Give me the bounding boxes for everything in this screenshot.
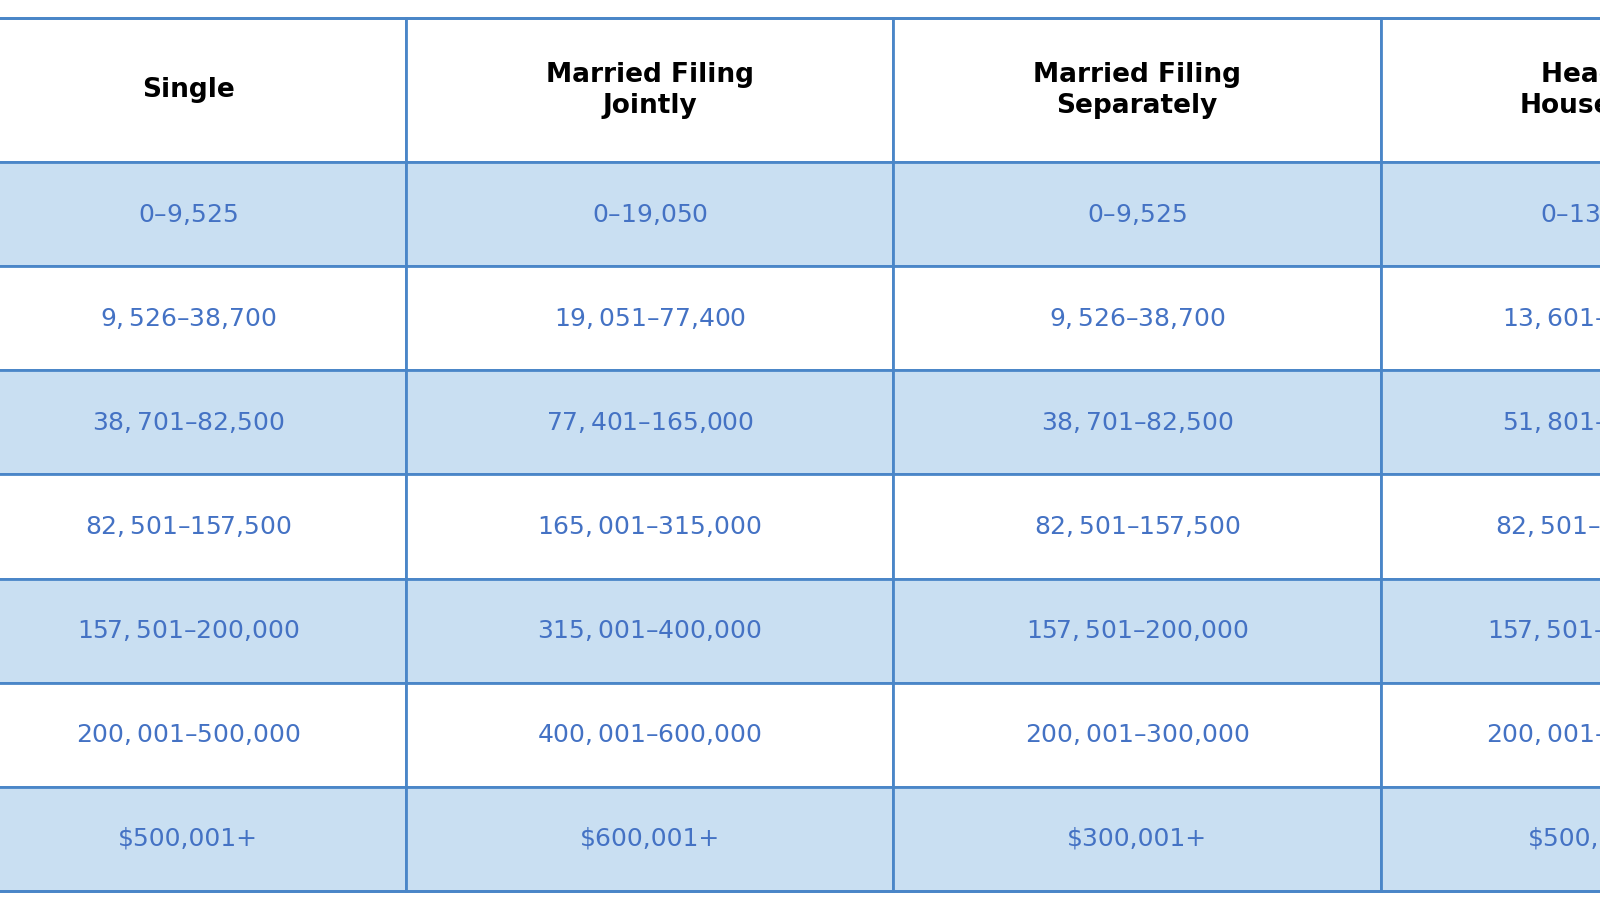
Text: $500,001+: $500,001+ [118, 827, 258, 850]
Text: $0 – $19,050: $0 – $19,050 [592, 202, 707, 227]
Text: $157,501 – $200,000: $157,501 – $200,000 [1026, 618, 1248, 644]
Text: $400,001 – $600,000: $400,001 – $600,000 [538, 723, 762, 747]
Text: $38,701 – $82,500: $38,701 – $82,500 [1040, 410, 1234, 435]
Bar [1381, 579, 1600, 683]
Bar [406, 370, 893, 474]
Text: $300,001+: $300,001+ [1067, 827, 1206, 850]
Text: $9,526 – $38,700: $9,526 – $38,700 [1048, 306, 1226, 330]
Text: $157,501 – $200,000: $157,501 – $200,000 [77, 618, 299, 644]
Bar [893, 266, 1381, 370]
Text: Head of
Household: Head of Household [1520, 61, 1600, 119]
Bar [893, 579, 1381, 683]
Bar [893, 18, 1381, 162]
Text: $51,801 – $82,500: $51,801 – $82,500 [1502, 410, 1600, 435]
Bar [1381, 370, 1600, 474]
Text: $200,001 – $500,000: $200,001 – $500,000 [77, 723, 301, 747]
Bar [406, 474, 893, 579]
Bar [0, 162, 406, 266]
Text: $200,001 – $500,000: $200,001 – $500,000 [1486, 723, 1600, 747]
Bar [1381, 683, 1600, 787]
Text: $9,526 – $38,700: $9,526 – $38,700 [99, 306, 277, 330]
Bar [406, 266, 893, 370]
Text: $0 – $9,525: $0 – $9,525 [1086, 202, 1187, 227]
Bar [0, 18, 406, 162]
Text: Single: Single [142, 77, 235, 103]
Bar [406, 18, 893, 162]
Bar [1381, 266, 1600, 370]
Text: Married Filing
Jointly: Married Filing Jointly [546, 61, 754, 119]
Text: $38,701 – $82,500: $38,701 – $82,500 [91, 410, 285, 435]
Text: $600,001+: $600,001+ [579, 827, 720, 850]
Bar [0, 266, 406, 370]
Text: $500,001+: $500,001+ [1528, 827, 1600, 850]
Text: $200,001 – $300,000: $200,001 – $300,000 [1024, 723, 1250, 747]
Bar [0, 787, 406, 891]
Bar [406, 787, 893, 891]
Text: $82,501 – $157,500: $82,501 – $157,500 [85, 514, 291, 539]
Bar [893, 370, 1381, 474]
Bar [406, 683, 893, 787]
Text: $165,001 – $315,000: $165,001 – $315,000 [538, 514, 762, 539]
Text: $82,501 – $157,500: $82,501 – $157,500 [1034, 514, 1240, 539]
Bar [0, 474, 406, 579]
Text: $0 – $9,525: $0 – $9,525 [139, 202, 238, 227]
Text: $13,601 – $51,800: $13,601 – $51,800 [1502, 306, 1600, 330]
Text: $77,401 – $165,000: $77,401 – $165,000 [546, 410, 754, 435]
Bar [1381, 18, 1600, 162]
Bar [893, 787, 1381, 891]
Text: $157,501 – $200,000: $157,501 – $200,000 [1486, 618, 1600, 644]
Text: $315,001 – $400,000: $315,001 – $400,000 [538, 618, 762, 644]
Bar [893, 683, 1381, 787]
Text: $0 – $13,600: $0 – $13,600 [1541, 202, 1600, 227]
Bar [406, 579, 893, 683]
Bar [893, 162, 1381, 266]
Text: $82,501 – $157,500: $82,501 – $157,500 [1494, 514, 1600, 539]
Bar [893, 474, 1381, 579]
Text: Married Filing
Separately: Married Filing Separately [1034, 61, 1242, 119]
Bar [0, 683, 406, 787]
Bar [406, 162, 893, 266]
Bar [1381, 162, 1600, 266]
Bar [0, 579, 406, 683]
Text: $19,051 – $77,400: $19,051 – $77,400 [554, 306, 746, 330]
Bar [1381, 474, 1600, 579]
Bar [1381, 787, 1600, 891]
Bar [0, 370, 406, 474]
